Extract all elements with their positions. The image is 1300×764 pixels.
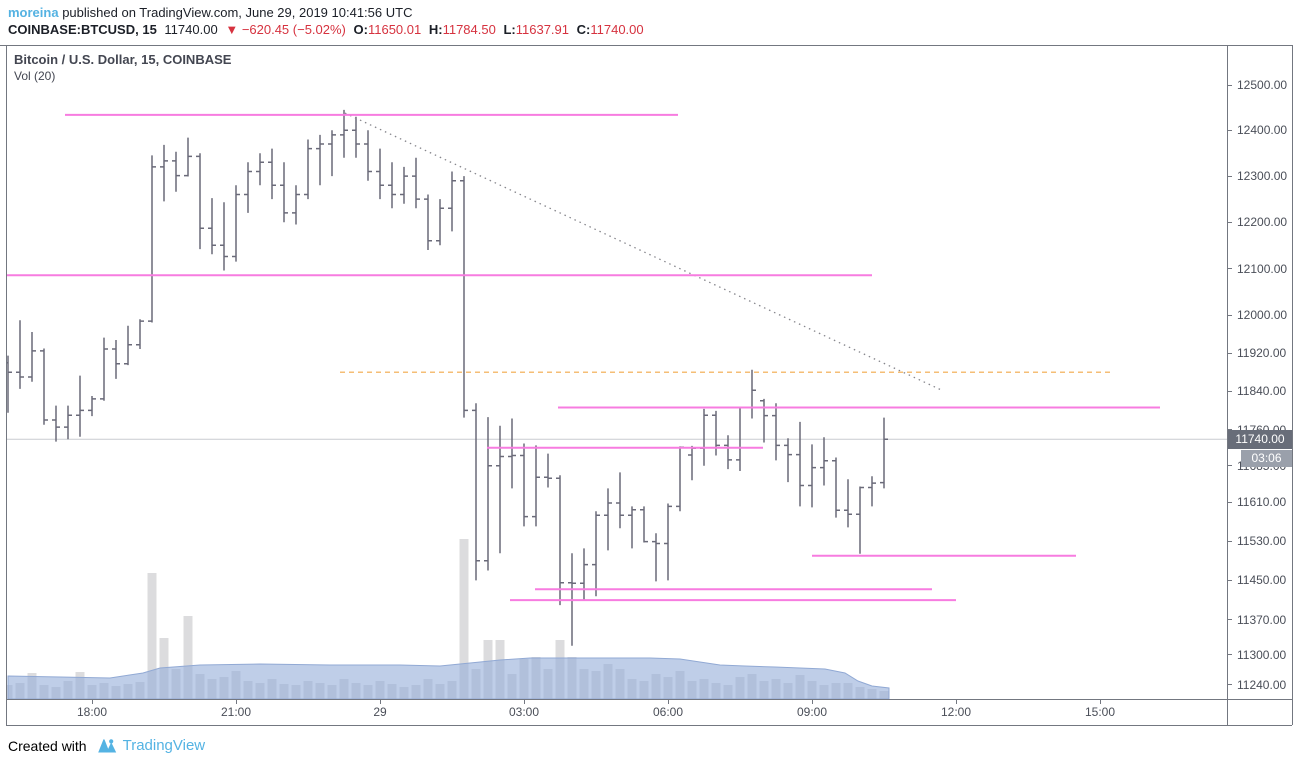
tradingview-logo-icon — [97, 739, 116, 753]
diagonal-trendline — [344, 112, 943, 391]
chart-frame — [0, 45, 1293, 726]
last-price: 11740.00 — [164, 22, 218, 37]
close-label: C: — [576, 22, 591, 37]
symbol-ohlc-line: COINBASE:BTCUSD, 15 11740.00 ▼ −620.45 (… — [8, 21, 644, 38]
symbol-name[interactable]: COINBASE:BTCUSD, 15 — [8, 22, 157, 37]
created-with-text: Created with — [8, 737, 87, 754]
open-label: O: — [353, 22, 368, 37]
current-price-label: 11740.00 — [1228, 430, 1292, 449]
low-label: L: — [503, 22, 516, 37]
tradingview-brand-link[interactable]: TradingView — [122, 737, 206, 754]
high-label: H: — [428, 22, 443, 37]
chart-legend: Bitcoin / U.S. Dollar, 15, COINBASE Vol … — [14, 52, 231, 84]
low-value: 11637.91 — [515, 22, 570, 37]
chart-title[interactable]: Bitcoin / U.S. Dollar, 15, COINBASE — [14, 52, 232, 67]
down-arrow-icon: ▼ — [225, 22, 239, 37]
price-change: −620.45 (−5.02%) — [241, 22, 346, 37]
open-value: 11650.01 — [367, 22, 422, 37]
published-text: published on TradingView.com, June 29, 2… — [58, 5, 413, 20]
snapshot-header: moreina published on TradingView.com, Ju… — [8, 4, 644, 38]
volume-ma-area — [7, 657, 890, 699]
ohlc-bars — [6, 109, 888, 646]
published-line: moreina published on TradingView.com, Ju… — [8, 4, 644, 21]
attribution-footer: Created with TradingView — [8, 737, 205, 754]
bar-countdown-label: 03:06 — [1241, 450, 1292, 467]
close-value: 11740.00 — [590, 22, 644, 37]
high-value: 11784.50 — [442, 22, 496, 37]
author-link[interactable]: moreina — [8, 5, 59, 20]
volume-indicator-label[interactable]: Vol (20) — [14, 69, 56, 83]
